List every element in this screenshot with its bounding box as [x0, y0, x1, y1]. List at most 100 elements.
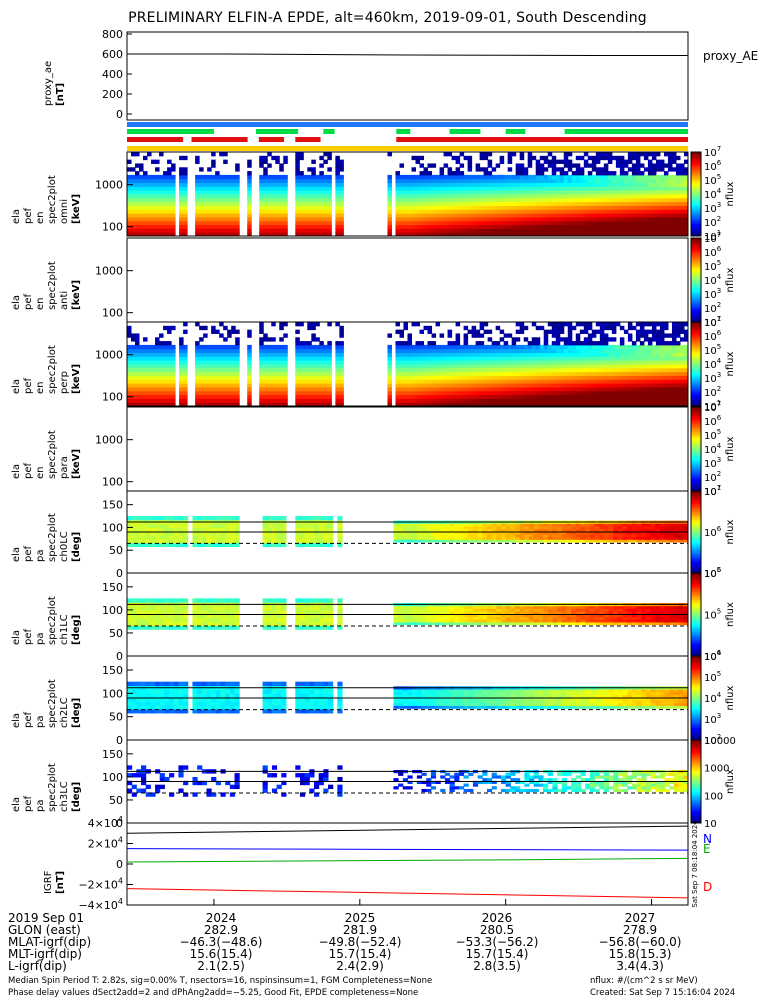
info-row-value: 2.1(2.5): [197, 959, 245, 973]
colorbar-cell: [691, 804, 701, 807]
igrf-legend-E: E: [703, 842, 711, 856]
colorbar-cell: [691, 693, 701, 697]
colorbar-cell: [691, 162, 701, 166]
colorbar-cell: [691, 818, 701, 822]
footer-line-1: Median Spin Period T: 2.82s, sig=0.00% T…: [8, 976, 433, 986]
colorbar-cell: [691, 332, 701, 336]
orbit-bar-green: [449, 129, 481, 134]
colorbar-tick-label: 104: [704, 442, 722, 456]
colorbar-cell: [691, 233, 701, 237]
colorbar-cell: [691, 309, 701, 312]
colorbar-cell: [691, 752, 701, 756]
panel-ylabel-line: omni: [59, 199, 70, 224]
colorbar-cell: [691, 814, 701, 818]
colorbar-cell: [691, 783, 701, 787]
panel-ylabel-line: [keV]: [71, 363, 82, 394]
colorbar-cell: [691, 816, 701, 820]
colorbar-cell: [691, 789, 701, 793]
colorbar-cell: [691, 170, 701, 174]
colorbar-cell: [691, 599, 701, 603]
colorbar-cell: [691, 606, 701, 609]
colorbar-cell: [691, 501, 701, 504]
pa-ytick-label: 50: [109, 627, 123, 640]
colorbar-cell: [691, 271, 701, 275]
colorbar-cell: [691, 800, 701, 803]
spectrogram-frame: [126, 406, 689, 492]
colorbar-cell: [691, 296, 701, 300]
pa-ytick-label: 0: [116, 567, 123, 580]
colorbar-cell: [691, 766, 701, 770]
panel-ylabel-line: spec2plot: [47, 513, 58, 562]
colorbar-cell: [691, 691, 701, 695]
colorbar-frame: [690, 151, 702, 237]
spectrogram-ytick-label: 100: [102, 221, 123, 234]
colorbar-cell: [691, 200, 701, 203]
pa-ytick-label: 100: [102, 604, 123, 617]
colorbar-tick-label: 102: [704, 301, 721, 315]
colorbar-cell: [691, 746, 701, 749]
colorbar-cell: [691, 389, 701, 392]
colorbar-cell: [691, 758, 701, 762]
pa-ytick-label: 100: [102, 771, 123, 784]
footer-flux-units: nflux: #/(cm^2 s sr MeV): [590, 976, 698, 986]
colorbar-cell: [691, 658, 701, 661]
colorbar-cell: [691, 438, 701, 442]
spectrogram-en_anti: [127, 152, 689, 237]
panel-ylabel-line: en: [35, 297, 46, 311]
colorbar-cell: [691, 570, 701, 574]
colorbar-cell: [691, 507, 701, 510]
colorbar-tick-label: 105: [704, 428, 721, 442]
colorbar-cell: [691, 303, 701, 306]
panel-ylabel-line: ela: [11, 546, 22, 562]
colorbar-cell: [691, 413, 701, 416]
orbit-bar-green: [564, 129, 688, 134]
colorbar-cell: [691, 493, 701, 496]
panel-ylabel-line: pef: [23, 628, 34, 645]
pa-ytick-label: 100: [102, 687, 123, 700]
colorbar-cell: [691, 612, 701, 615]
orbit-bar-red: [396, 137, 688, 142]
spectrogram-ytick-label: 100: [102, 476, 123, 489]
colorbar-cell: [691, 527, 701, 531]
colorbar-cell: [691, 158, 701, 161]
colorbar-cell: [691, 700, 701, 703]
colorbar-cell: [691, 179, 701, 182]
colorbar-cell: [691, 359, 701, 363]
colorbar-cell: [691, 748, 701, 751]
colorbar-cell: [691, 583, 701, 586]
colorbar-cell: [691, 376, 701, 380]
colorbar-cell: [691, 164, 701, 168]
info-row-label: L-igrf(dip): [8, 959, 67, 973]
colorbar-tick-label: 107: [704, 145, 721, 159]
colorbar-tick-label: 107: [704, 231, 721, 245]
colorbar-cell: [691, 198, 701, 201]
panel-ylabel-line: anti: [59, 290, 70, 310]
colorbar-cell: [691, 372, 701, 375]
colorbar-cell: [691, 620, 701, 624]
panel-ylabel-line: ela: [11, 796, 22, 812]
info-row-value: 2026: [481, 911, 513, 925]
colorbar-cell: [691, 585, 701, 589]
igrf-line-D: [126, 888, 689, 899]
colorbar-cell: [691, 378, 701, 382]
igrf-ytick-label: −2×104: [78, 877, 123, 892]
igrf-line-N: [126, 848, 689, 851]
colorbar-cell: [691, 532, 701, 535]
colorbar-cell: [691, 550, 701, 553]
colorbar-cell: [691, 519, 701, 523]
colorbar-cell: [691, 651, 701, 655]
colorbar-cell: [691, 366, 701, 369]
info-row-value: 282.9: [203, 923, 239, 937]
colorbar-cell: [691, 511, 701, 515]
colorbar-cell: [691, 202, 701, 205]
colorbar-cell: [691, 470, 701, 473]
colorbar-cell: [691, 698, 701, 701]
panel-ylabel-line: [nT]: [55, 870, 66, 894]
colorbar-cell: [691, 577, 701, 580]
colorbar-cell: [691, 796, 701, 799]
colorbar-cell: [691, 399, 701, 403]
colorbar-cell: [691, 351, 701, 354]
pa-spectrogram-ch0LC: [127, 516, 689, 548]
colorbar-cell: [691, 771, 701, 774]
colorbar-cell: [691, 769, 701, 772]
